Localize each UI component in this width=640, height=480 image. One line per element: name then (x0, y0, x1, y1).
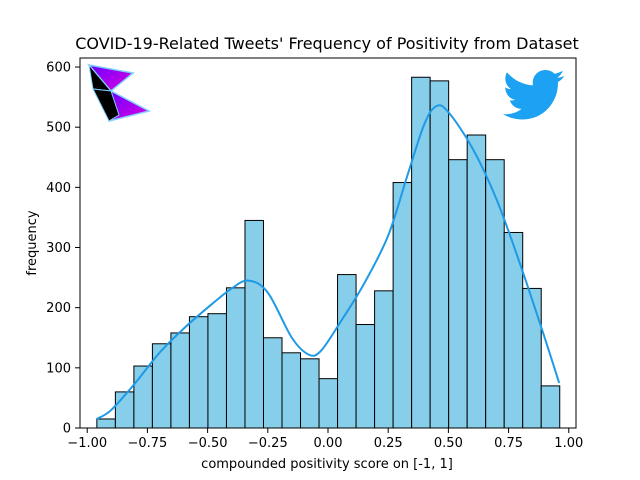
twitter-bird-icon (502, 69, 565, 120)
histogram-bar (244, 219, 264, 429)
histogram-bar (96, 418, 116, 429)
histogram-bar (262, 337, 283, 429)
x-axis-label: compounded positivity score on [-1, 1] (201, 457, 453, 472)
x-tick-label: −0.50 (188, 436, 228, 451)
chart-title: COVID-19-Related Tweets' Frequency of Po… (75, 34, 579, 53)
axes-layer: −1.00 −0.75 −0.50 −0.25 0.00 0.25 0.50 0.75 1.00… (46, 57, 583, 451)
histogram-bar (374, 290, 394, 429)
y-tick-label: 0 (63, 422, 71, 437)
histogram-bar (337, 274, 357, 429)
histogram-bar (392, 182, 413, 429)
x-tick-label: 1.00 (554, 436, 583, 451)
histogram-bar (522, 287, 542, 429)
histogram-bar (114, 391, 135, 429)
histogram-bar (466, 134, 487, 429)
histogram-bar (485, 159, 505, 429)
x-tick-label: 0.25 (374, 436, 403, 451)
x-tick-label: 0.75 (494, 436, 523, 451)
histogram-bar (540, 385, 561, 429)
x-tick-label: −0.25 (248, 436, 288, 451)
histogram-bar (300, 358, 320, 429)
y-tick-label: 500 (46, 121, 71, 136)
histogram-bar (188, 316, 209, 429)
histogram-bar (448, 159, 468, 429)
histogram-bar (225, 287, 246, 429)
x-tick-label: 0.00 (314, 436, 343, 451)
histogram-bar (318, 378, 339, 429)
y-tick-label: 300 (46, 241, 71, 256)
y-tick-label: 100 (46, 361, 71, 376)
histogram-bar (207, 313, 227, 429)
y-axis-label: frequency (25, 210, 40, 276)
histogram-bar (411, 76, 431, 429)
histogram-bar (281, 352, 302, 429)
bird-shape-logo-icon (87, 63, 152, 122)
x-tick-label: −1.00 (67, 436, 107, 451)
kde-curve-line (96, 104, 561, 420)
histogram-bar (170, 332, 190, 429)
x-tick-label: 0.50 (434, 436, 463, 451)
y-tick-label: 400 (46, 181, 71, 196)
histogram-bar (429, 80, 450, 429)
histogram-bar (355, 324, 376, 429)
x-tick-label: −0.75 (127, 436, 167, 451)
y-tick-label: 200 (46, 301, 71, 316)
bars-layer (96, 76, 561, 429)
histogram-bar (133, 365, 153, 429)
y-tick-label: 600 (46, 61, 71, 76)
